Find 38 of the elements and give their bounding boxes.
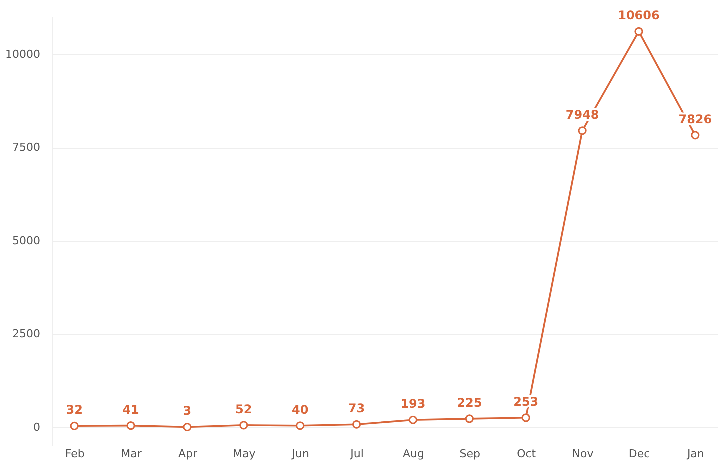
x-tick-label: Aug: [402, 448, 424, 460]
data-label: 225: [457, 396, 482, 410]
point: [183, 422, 192, 432]
y-tick-label: 10000: [6, 48, 40, 61]
x-tick-label: Jul: [350, 448, 364, 460]
point: [691, 131, 700, 140]
point: [522, 414, 530, 422]
point: [465, 414, 474, 424]
point: [296, 422, 305, 430]
x-tick-label: Apr: [178, 448, 198, 460]
y-tick-label: 5000: [12, 234, 40, 248]
x-tick-label: Sep: [460, 448, 481, 460]
point: [634, 27, 644, 36]
point: [126, 422, 136, 430]
point: [352, 420, 362, 429]
data-label: 10606: [618, 8, 660, 23]
x-tick-label: May: [233, 448, 256, 460]
point: [578, 126, 587, 136]
x-tick-label: Jan: [686, 448, 704, 460]
y-tick-label: 2500: [12, 328, 40, 341]
x-tick-label: Jun: [291, 448, 310, 460]
y-tick-label: 0: [34, 420, 40, 434]
data-label: 41: [122, 402, 140, 417]
data-label: 52: [236, 402, 252, 416]
point: [240, 421, 248, 430]
point: [70, 422, 79, 430]
data-label: 73: [348, 402, 366, 416]
x-tick-label: Oct: [517, 448, 537, 460]
y-tick-label: 7500: [12, 141, 40, 154]
data-label: 3: [183, 404, 192, 418]
data-label: 193: [400, 397, 426, 412]
x-tick-label: Dec: [628, 448, 650, 460]
point: [408, 416, 418, 424]
data-label: 32: [66, 403, 83, 418]
x-tick-label: Feb: [65, 448, 85, 460]
x-tick-label: Mar: [121, 448, 142, 460]
data-label: 40: [292, 402, 309, 417]
x-tick-label: Nov: [572, 448, 594, 460]
